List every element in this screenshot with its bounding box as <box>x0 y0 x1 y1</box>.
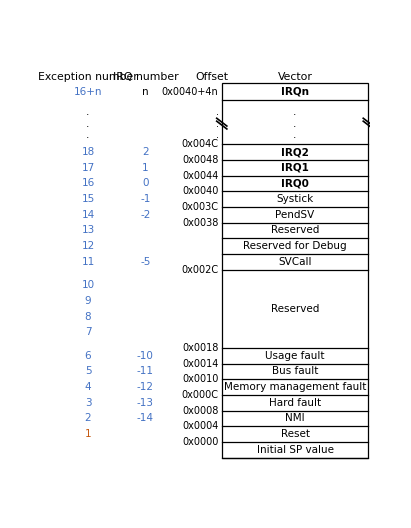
Text: 17: 17 <box>81 163 95 173</box>
Text: -13: -13 <box>137 398 154 408</box>
Text: .: . <box>86 119 90 129</box>
Text: IRQ2: IRQ2 <box>281 147 309 157</box>
Text: -12: -12 <box>137 382 154 392</box>
Text: -5: -5 <box>140 257 150 267</box>
Text: n: n <box>142 87 149 97</box>
Text: 13: 13 <box>81 225 95 235</box>
Text: SVCall: SVCall <box>278 257 312 267</box>
Text: 0x004C: 0x004C <box>182 139 219 149</box>
Text: 0x0010: 0x0010 <box>182 374 219 384</box>
Text: 12: 12 <box>81 241 95 251</box>
Text: 0x0004: 0x0004 <box>182 421 219 431</box>
Text: IRQ0: IRQ0 <box>281 178 309 188</box>
Text: 0x0040+4n: 0x0040+4n <box>162 87 219 97</box>
Text: 9: 9 <box>85 296 91 306</box>
Text: -10: -10 <box>137 351 154 361</box>
Text: 18: 18 <box>81 147 95 157</box>
Text: 0x0048: 0x0048 <box>182 155 219 165</box>
Text: Reserved: Reserved <box>271 225 319 235</box>
Text: -11: -11 <box>137 366 154 376</box>
Text: 15: 15 <box>81 194 95 204</box>
Text: Initial SP value: Initial SP value <box>256 445 334 455</box>
Text: 6: 6 <box>85 351 91 361</box>
Text: 0x0038: 0x0038 <box>182 218 219 228</box>
Text: 0: 0 <box>142 178 149 188</box>
Text: 2: 2 <box>85 413 91 423</box>
Text: .: . <box>293 107 297 117</box>
Text: 1: 1 <box>142 163 149 173</box>
Text: 14: 14 <box>81 210 95 220</box>
Text: .: . <box>293 130 297 140</box>
Text: IRQ1: IRQ1 <box>281 163 309 173</box>
Text: .: . <box>216 107 219 117</box>
Text: 16+n: 16+n <box>74 87 102 97</box>
Text: 11: 11 <box>81 257 95 267</box>
Text: Reserved: Reserved <box>271 304 319 314</box>
Text: -2: -2 <box>140 210 150 220</box>
Text: .: . <box>216 130 219 140</box>
Text: 0x000C: 0x000C <box>182 390 219 400</box>
Text: Exception number: Exception number <box>38 72 138 82</box>
Text: Usage fault: Usage fault <box>265 351 325 361</box>
Text: 0x0018: 0x0018 <box>182 343 219 353</box>
Text: .: . <box>86 130 90 140</box>
Text: IRQn: IRQn <box>281 87 309 97</box>
Text: 0x0044: 0x0044 <box>182 171 219 181</box>
Text: Systick: Systick <box>277 194 314 204</box>
Text: 0x0008: 0x0008 <box>182 406 219 416</box>
Text: 0x0000: 0x0000 <box>182 437 219 447</box>
Text: 0x002C: 0x002C <box>182 265 219 275</box>
Text: 8: 8 <box>85 312 91 322</box>
Text: IRQ number: IRQ number <box>113 72 178 82</box>
Text: 1: 1 <box>85 429 91 439</box>
Text: .: . <box>86 107 90 117</box>
Text: .: . <box>293 119 297 129</box>
Text: Vector: Vector <box>277 72 312 82</box>
Text: 2: 2 <box>142 147 149 157</box>
Text: 7: 7 <box>85 327 91 337</box>
Text: PendSV: PendSV <box>275 210 315 220</box>
Text: .: . <box>216 119 219 129</box>
Text: 10: 10 <box>81 280 95 290</box>
Text: Offset: Offset <box>196 72 229 82</box>
Text: 0x0014: 0x0014 <box>182 359 219 369</box>
Text: NMI: NMI <box>285 413 305 423</box>
Text: -14: -14 <box>137 413 154 423</box>
Bar <box>222 83 368 458</box>
Text: 5: 5 <box>85 366 91 376</box>
Text: -1: -1 <box>140 194 150 204</box>
Text: Reset: Reset <box>281 429 309 439</box>
Text: 16: 16 <box>81 178 95 188</box>
Text: Memory management fault: Memory management fault <box>224 382 366 392</box>
Text: 0x0040: 0x0040 <box>182 186 219 196</box>
Text: 3: 3 <box>85 398 91 408</box>
Text: Hard fault: Hard fault <box>269 398 321 408</box>
Text: 0x003C: 0x003C <box>182 202 219 212</box>
Text: Reserved for Debug: Reserved for Debug <box>243 241 347 251</box>
Text: Bus fault: Bus fault <box>272 366 318 376</box>
Text: 4: 4 <box>85 382 91 392</box>
